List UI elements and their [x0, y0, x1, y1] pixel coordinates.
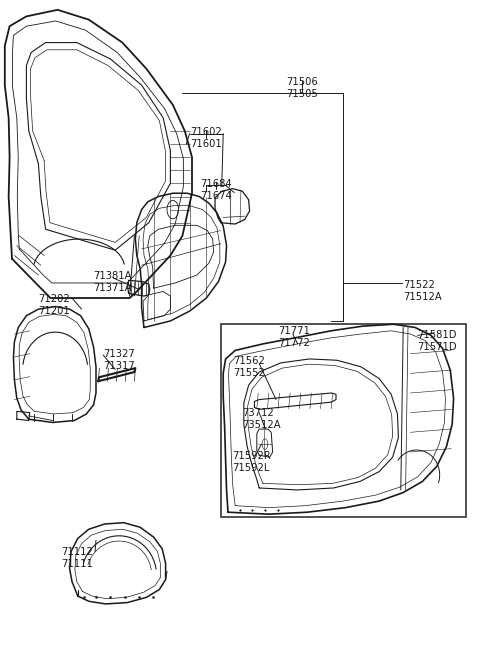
Text: 71522
71512A: 71522 71512A — [403, 280, 442, 303]
Text: 71506
71505: 71506 71505 — [287, 77, 318, 100]
Text: 71381A
71371A: 71381A 71371A — [94, 271, 132, 293]
Text: 71684
71674: 71684 71674 — [200, 179, 232, 201]
Text: 71771
71772: 71771 71772 — [278, 326, 310, 348]
Text: 71327
71317: 71327 71317 — [103, 349, 135, 371]
Text: 71581D
71571D: 71581D 71571D — [418, 329, 457, 352]
Text: 71602
71601: 71602 71601 — [191, 126, 222, 149]
Text: 71562
71552: 71562 71552 — [233, 356, 264, 378]
Text: 71592R
71592L: 71592R 71592L — [232, 451, 271, 473]
Text: 73712
73512A: 73712 73512A — [242, 408, 281, 430]
Bar — [221, 324, 466, 517]
Text: 71112
71111: 71112 71111 — [61, 547, 93, 569]
Text: 71202
71201: 71202 71201 — [38, 293, 70, 316]
